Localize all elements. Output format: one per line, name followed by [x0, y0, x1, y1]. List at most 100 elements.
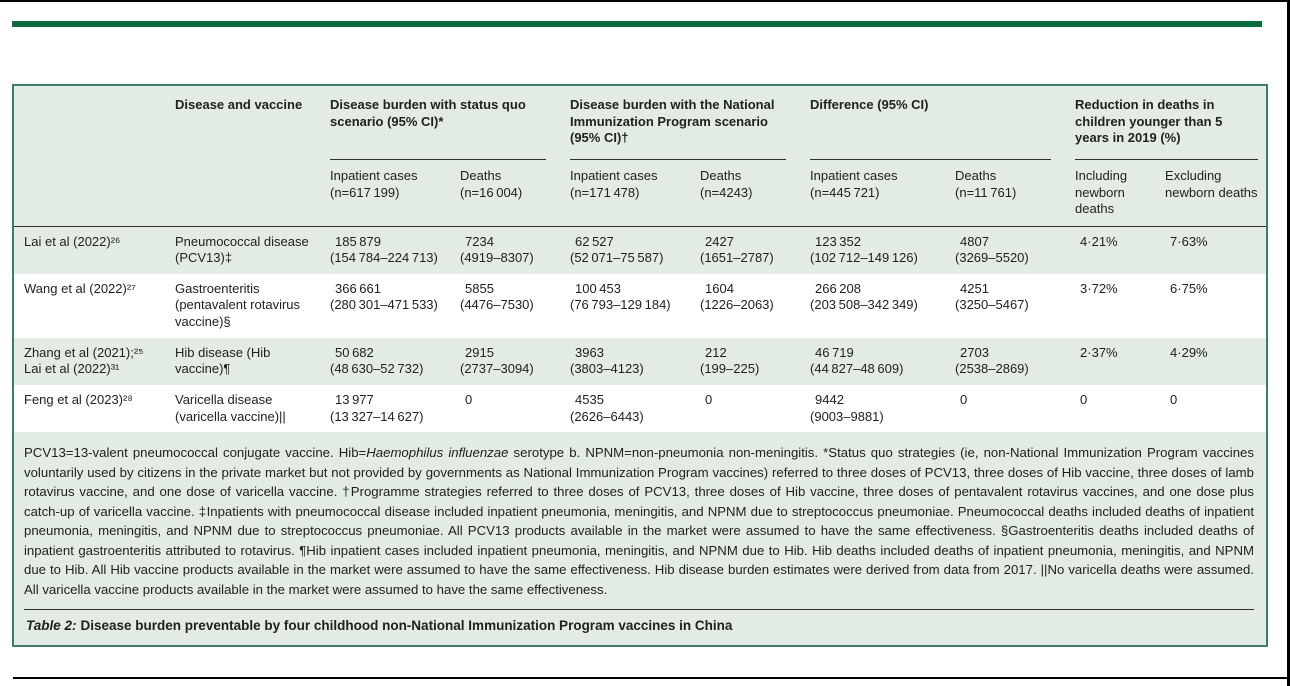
study-ref: Zhang et al (2021);²⁵: [24, 344, 144, 360]
study-cell: Zhang et al (2021);²⁵ Lai et al (2022)³¹: [14, 338, 167, 385]
column-header-label: Disease and vaccine: [175, 97, 303, 112]
table-cell: 46 719 (44 827–48 609): [802, 338, 947, 385]
table-cell: 0: [692, 385, 802, 432]
group-header-difference: Difference (95% CI): [802, 86, 1067, 160]
table-cell: 100 453 (76 793–129 184): [562, 274, 692, 338]
cell-value: 0: [705, 391, 713, 407]
sub-header-empty: [167, 160, 322, 227]
table-cell: 62 527 (52 071–75 587): [562, 226, 692, 274]
sub-header-label: Excluding newborn deaths: [1165, 168, 1258, 200]
table-cell: 3·72%: [1067, 274, 1157, 338]
cell-ci: (13 327–14 627): [330, 408, 424, 424]
page-border-right: [1287, 0, 1290, 686]
sub-header-label: Including newborn deaths: [1075, 168, 1128, 217]
sub-header-including-newborn: Including newborn deaths: [1067, 160, 1158, 227]
page-border-top: [0, 0, 1290, 2]
table-cell: 366 661 (280 301–471 533): [322, 274, 452, 338]
cell-value: 4251: [960, 280, 989, 296]
cell-value: 13 977: [335, 391, 374, 407]
cell-value: 0: [1080, 391, 1088, 407]
cell-value: 7·63%: [1170, 233, 1208, 249]
cell-value: 0: [960, 391, 968, 407]
sub-header-label: Inpatient cases: [330, 168, 418, 183]
cell-ci: (3250–5467): [955, 297, 1029, 313]
column-header-disease-vaccine: Disease and vaccine: [167, 86, 322, 160]
disease-label: Gastroenteritis (pentavalent rotavirus v…: [175, 280, 301, 329]
study-cell: Wang et al (2022)²⁷: [14, 274, 167, 338]
cell-ci: (2737–3094): [460, 361, 534, 377]
cell-ci: (9003–9881): [810, 408, 884, 424]
sub-header-label: Deaths: [700, 168, 742, 183]
group-header-label: Difference (95% CI): [810, 97, 929, 112]
cell-ci: (76 793–129 184): [570, 297, 671, 313]
table-cell: 4·29%: [1157, 338, 1266, 385]
sub-header-label: Inpatient cases: [810, 168, 898, 183]
cell-value: 123 352: [815, 233, 861, 249]
cell-ci: (1651–2787): [700, 250, 774, 266]
cell-value: 266 208: [815, 280, 861, 296]
table-cell: 2·37%: [1067, 338, 1157, 385]
cell-value: 4·29%: [1170, 344, 1208, 360]
cell-ci: (2626–6443): [570, 408, 644, 424]
page-border-bottom: [13, 677, 1290, 679]
group-header-reduction: Reduction in deaths in children younger …: [1067, 86, 1266, 160]
footnote-italic-text: Haemophilus influenzae: [366, 445, 509, 461]
cell-value: 4807: [960, 233, 989, 249]
cell-value: 2915: [465, 344, 494, 360]
group-header-label: Disease burden with status quo scenario …: [330, 97, 526, 129]
footnote-text: PCV13=13-valent pneumococcal conjugate v…: [24, 445, 367, 461]
cell-ci: (154 784–224 713): [330, 250, 438, 266]
sub-header-n: (n=445 721): [810, 184, 880, 200]
group-header-label: Reduction in deaths in children younger …: [1075, 97, 1223, 146]
table-row-pneumococcal: Lai et al (2022)²⁶ Pneumococcal disease …: [14, 226, 1267, 274]
cell-value: 100 453: [575, 280, 621, 296]
cell-ci: (203 508–342 349): [810, 297, 918, 313]
table-cell: 7234 (4919–8307): [452, 226, 562, 274]
sub-header-deaths-sq: Deaths (n=16 004): [452, 160, 562, 227]
sub-header-empty: [14, 160, 167, 227]
disease-cell: Gastroenteritis (pentavalent rotavirus v…: [167, 274, 322, 338]
table-cell: 13 977 (13 327–14 627): [322, 385, 452, 432]
caption-label: Table 2:: [26, 618, 77, 634]
sub-header-row: Inpatient cases (n=617 199) Deaths (n=16…: [14, 160, 1267, 227]
table-cell: 185 879 (154 784–224 713): [322, 226, 452, 274]
study-cell: Feng et al (2023)²⁸: [14, 385, 167, 432]
group-header-nip-scenario: Disease burden with the National Immuniz…: [562, 86, 802, 160]
table-cell: 212 (199–225): [692, 338, 802, 385]
disease-label: Hib disease (Hib vaccine)¶: [175, 344, 271, 377]
table-cell: 0: [452, 385, 562, 432]
disease-cell: Varicella disease (varicella vaccine)||: [167, 385, 322, 432]
sub-header-excluding-newborn: Excluding newborn deaths: [1157, 160, 1267, 227]
sub-header-label: Deaths: [460, 168, 502, 183]
study-ref: Lai et al (2022)³¹: [24, 361, 120, 377]
cell-value: 4535: [575, 391, 604, 407]
table-cell: 266 208 (203 508–342 349): [802, 274, 947, 338]
cell-ci: (3803–4123): [570, 361, 644, 377]
cell-ci: (4476–7530): [460, 297, 534, 313]
table-cell: 4251 (3250–5467): [947, 274, 1067, 338]
study-cell: Lai et al (2022)²⁶: [14, 226, 167, 274]
cell-value: 5855: [465, 280, 494, 296]
cell-ci: (4919–8307): [460, 250, 534, 266]
cell-ci: (44 827–48 609): [810, 361, 904, 377]
table-cell: 0: [1157, 385, 1266, 432]
cell-value: 0: [465, 391, 473, 407]
group-header-rule: [570, 159, 787, 160]
cell-value: 3·72%: [1080, 280, 1118, 296]
table-cell: 2915 (2737–3094): [452, 338, 562, 385]
cell-ci: (1226–2063): [700, 297, 774, 313]
cell-value: 9442: [815, 391, 844, 407]
sub-header-deaths-diff: Deaths (n=11 761): [947, 160, 1068, 227]
table-cell: 123 352 (102 712–149 126): [802, 226, 947, 274]
table-cell: 4·21%: [1067, 226, 1157, 274]
sub-header-n: (n=16 004): [460, 184, 523, 200]
table-panel: Disease and vaccine Disease burden with …: [12, 84, 1268, 648]
cell-value: 2·37%: [1080, 344, 1118, 360]
cell-ci: (2538–2869): [955, 361, 1029, 377]
cell-value: 366 661: [335, 280, 381, 296]
table-cell: 0: [1067, 385, 1157, 432]
table-cell: 4807 (3269–5520): [947, 226, 1067, 274]
study-ref: Lai et al (2022)²⁶: [24, 233, 121, 249]
disease-cell: Hib disease (Hib vaccine)¶: [167, 338, 322, 385]
cell-value: 3963: [575, 344, 604, 360]
